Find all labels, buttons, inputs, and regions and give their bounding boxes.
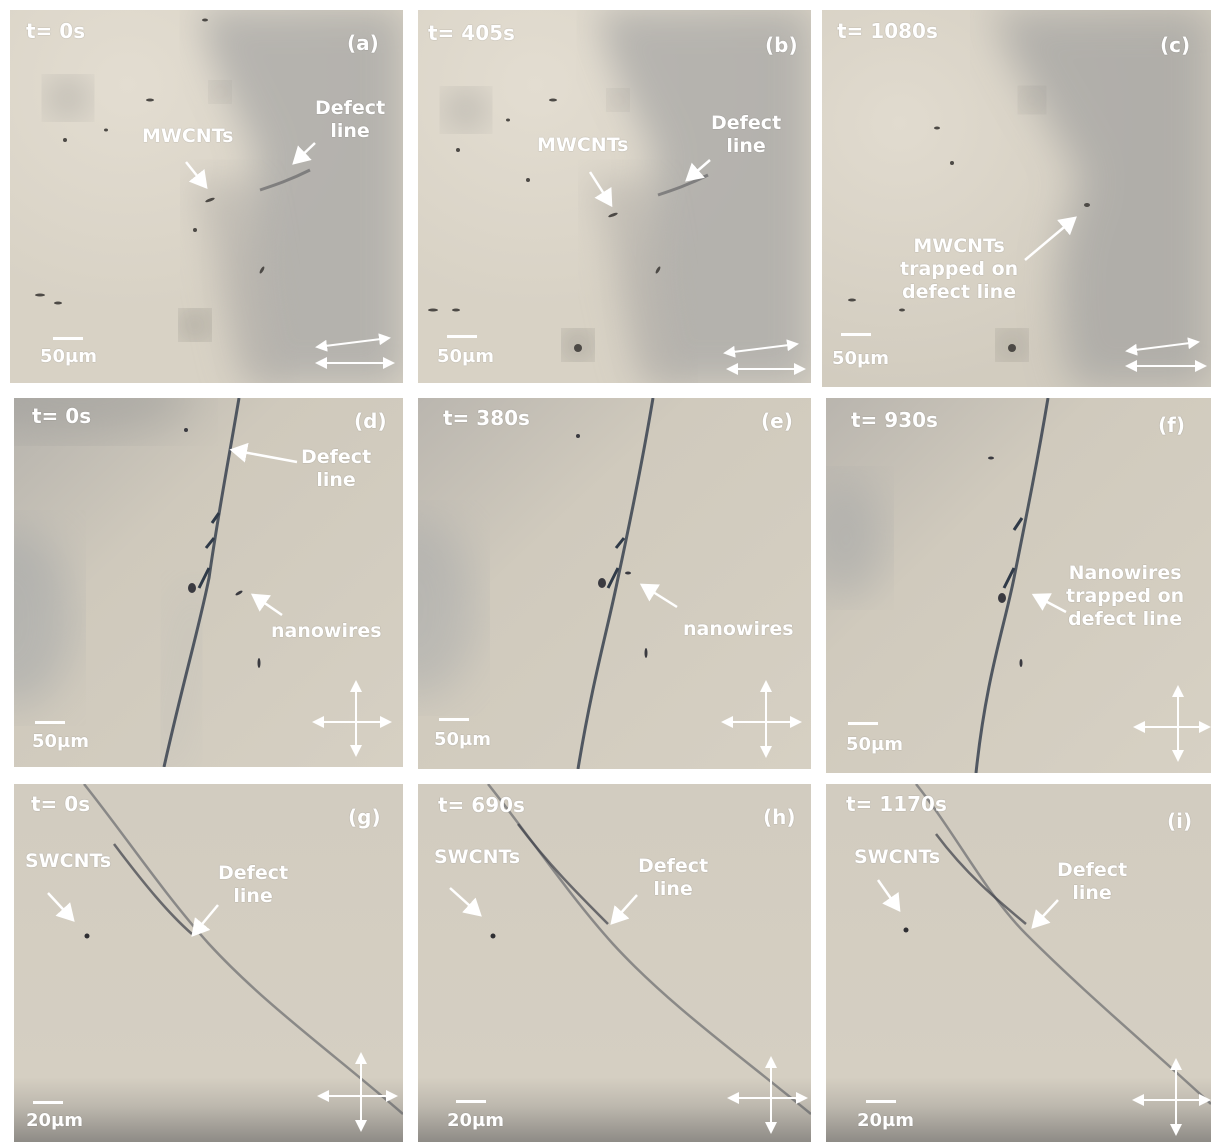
annotation-defect-line-i: Defect line xyxy=(1057,859,1128,904)
micrograph-image-h xyxy=(418,784,811,1142)
annotation-nanowires-d: nanowires xyxy=(271,620,382,642)
micrograph-image-a xyxy=(10,10,403,383)
annotation-mwcnts-b: MWCNTs xyxy=(537,134,629,156)
micrograph-panel-h xyxy=(418,784,811,1142)
micrograph-image-b xyxy=(418,10,811,383)
panel-letter-g: (g) xyxy=(348,805,381,829)
scale-bar-e xyxy=(439,718,469,721)
micrograph-image-c xyxy=(822,10,1211,387)
micrograph-panel-e xyxy=(418,398,811,769)
annotation-nanowires-e: nanowires xyxy=(683,618,794,640)
micrograph-panel-b xyxy=(418,10,811,383)
micrograph-panel-f xyxy=(826,398,1211,773)
micrograph-image-d xyxy=(14,398,403,767)
micrograph-panel-i xyxy=(826,784,1211,1142)
panel-letter-e: (e) xyxy=(761,409,793,433)
panel-letter-b: (b) xyxy=(765,33,798,57)
micrograph-image-i xyxy=(826,784,1211,1142)
scale-label-b: 50µm xyxy=(437,346,495,367)
micrograph-image-f xyxy=(826,398,1211,773)
annotation-defect-line-b: Defect line xyxy=(711,112,782,157)
scale-bar-c xyxy=(841,333,871,336)
annotation-mwcnts-trapped-c: MWCNTs trapped on defect line xyxy=(900,235,1019,303)
annotation-defect-line-g: Defect line xyxy=(218,862,289,907)
panel-letter-c: (c) xyxy=(1160,33,1191,57)
panel-letter-i: (i) xyxy=(1167,809,1193,833)
annotation-defect-line-d: Defect line xyxy=(301,446,372,491)
annotation-defect-line-h: Defect line xyxy=(638,855,709,900)
scale-bar-a xyxy=(53,337,83,340)
scale-label-i: 20µm xyxy=(857,1110,915,1131)
scale-label-a: 50µm xyxy=(40,346,98,367)
annotation-mwcnts-a: MWCNTs xyxy=(142,125,234,147)
annotation-swcnts-g: SWCNTs xyxy=(25,850,112,872)
time-label-b: t= 405s xyxy=(428,21,515,45)
scale-label-d: 50µm xyxy=(32,731,90,752)
scale-bar-b xyxy=(447,335,477,338)
micrograph-image-g xyxy=(14,784,403,1142)
annotation-nanowires-trapped-f: Nanowires trapped on defect line xyxy=(1066,562,1185,630)
micrograph-panel-a xyxy=(10,10,403,383)
time-label-d: t= 0s xyxy=(32,404,92,428)
time-label-h: t= 690s xyxy=(438,793,525,817)
annotation-swcnts-h: SWCNTs xyxy=(434,846,521,868)
annotation-swcnts-i: SWCNTs xyxy=(854,846,941,868)
panel-letter-f: (f) xyxy=(1158,413,1185,437)
time-label-e: t= 380s xyxy=(443,406,530,430)
time-label-a: t= 0s xyxy=(26,19,86,43)
scale-label-c: 50µm xyxy=(832,348,890,369)
scale-label-e: 50µm xyxy=(434,729,492,750)
micrograph-panel-g xyxy=(14,784,403,1142)
scale-bar-g xyxy=(33,1101,63,1104)
scale-label-f: 50µm xyxy=(846,734,904,755)
micrograph-panel-c xyxy=(822,10,1211,387)
scale-bar-f xyxy=(848,722,878,725)
time-label-f: t= 930s xyxy=(851,408,938,432)
time-label-g: t= 0s xyxy=(31,792,91,816)
panel-letter-h: (h) xyxy=(763,805,796,829)
time-label-i: t= 1170s xyxy=(846,792,947,816)
scale-bar-i xyxy=(866,1100,896,1103)
panel-letter-a: (a) xyxy=(347,31,379,55)
scale-label-g: 20µm xyxy=(26,1110,84,1131)
panel-letter-d: (d) xyxy=(354,409,387,433)
time-label-c: t= 1080s xyxy=(837,19,938,43)
annotation-defect-line-a: Defect line xyxy=(315,97,386,142)
scale-bar-d xyxy=(35,721,65,724)
micrograph-image-e xyxy=(418,398,811,769)
scale-bar-h xyxy=(456,1100,486,1103)
scale-label-h: 20µm xyxy=(447,1110,505,1131)
micrograph-panel-d xyxy=(14,398,403,767)
